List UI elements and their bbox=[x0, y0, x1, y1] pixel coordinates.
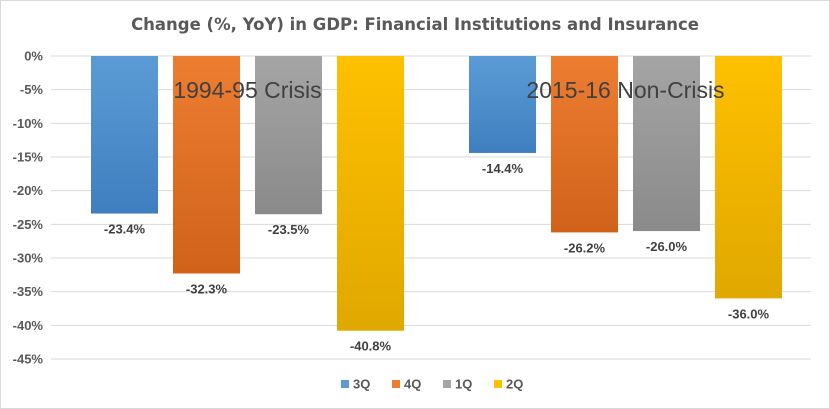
group-annotation: 2015-16 Non-Crisis bbox=[526, 77, 724, 103]
bar-2q bbox=[337, 56, 404, 331]
y-tick-label: -10% bbox=[13, 116, 44, 131]
y-tick-label: -5% bbox=[20, 82, 44, 97]
legend-label: 3Q bbox=[353, 377, 370, 392]
legend-swatch bbox=[392, 380, 400, 388]
data-label: -26.0% bbox=[646, 239, 688, 254]
data-labels: -23.4% -32.3% -23.5% -40.8% -14.4% -26.2% -26.… bbox=[104, 161, 770, 354]
bar-2q bbox=[715, 56, 782, 299]
bar-1q bbox=[255, 56, 322, 215]
y-tick-label: -30% bbox=[13, 251, 44, 266]
y-tick-label: -35% bbox=[13, 284, 44, 299]
chart-title: Change (%, YoY) in GDP: Financial Instit… bbox=[131, 15, 699, 34]
legend-label: 1Q bbox=[455, 377, 472, 392]
legend-label: 4Q bbox=[404, 377, 421, 392]
data-label: -40.8% bbox=[350, 339, 392, 354]
data-label: -23.5% bbox=[268, 222, 310, 237]
annotations: 1994-95 Crisis 2015-16 Non-Crisis bbox=[173, 77, 724, 103]
legend-label: 2Q bbox=[506, 377, 523, 392]
y-tick-label: -40% bbox=[13, 318, 44, 333]
legend-swatch bbox=[341, 380, 349, 388]
legend-swatch bbox=[494, 380, 502, 388]
bars bbox=[91, 56, 782, 331]
group-annotation: 1994-95 Crisis bbox=[173, 77, 321, 103]
data-label: -32.3% bbox=[186, 281, 228, 296]
bar-3q bbox=[469, 56, 536, 153]
bar-4q bbox=[551, 56, 618, 233]
bar-3q bbox=[91, 56, 158, 214]
legend: 3Q 4Q 1Q 2Q bbox=[341, 377, 523, 392]
y-axis-ticks: 0% -5% -10% -15% -20% -25% -30% -35% -40% -45% bbox=[13, 49, 44, 367]
y-tick-label: -25% bbox=[13, 217, 44, 232]
bar-1q bbox=[633, 56, 700, 232]
y-tick-label: -45% bbox=[13, 352, 44, 367]
y-tick-label: -20% bbox=[13, 183, 44, 198]
data-label: -14.4% bbox=[482, 161, 524, 176]
bar-4q bbox=[173, 56, 240, 274]
y-tick-label: -15% bbox=[13, 150, 44, 165]
y-tick-label: 0% bbox=[24, 49, 43, 64]
data-label: -26.2% bbox=[564, 240, 606, 255]
legend-swatch bbox=[443, 380, 451, 388]
data-label: -23.4% bbox=[104, 222, 146, 237]
data-label: -36.0% bbox=[728, 306, 770, 321]
